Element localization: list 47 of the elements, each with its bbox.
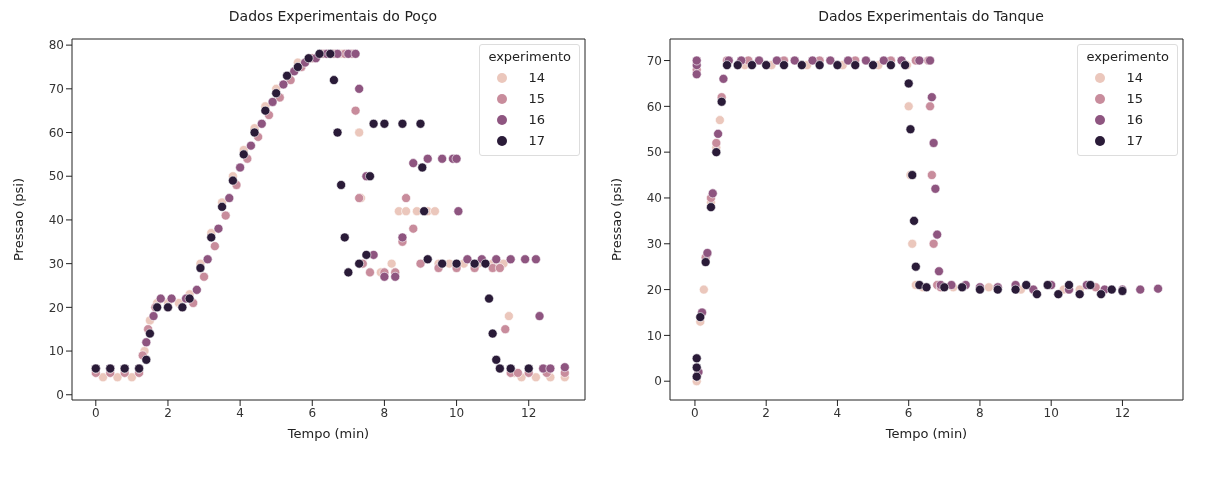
y-tick-label: 30 bbox=[48, 256, 64, 271]
y-axis-title: Pressao (psi) bbox=[608, 177, 624, 262]
x-tick-label: 4 bbox=[833, 405, 842, 420]
x-tick-label: 2 bbox=[762, 405, 771, 420]
y-tick-label: 50 bbox=[646, 145, 662, 160]
legend-label: 16 bbox=[528, 112, 545, 127]
y-tick-label: 60 bbox=[48, 125, 64, 140]
y-tick-label: 80 bbox=[48, 38, 64, 53]
y-tick-label: 40 bbox=[646, 191, 662, 206]
x-tick-label: 10 bbox=[448, 405, 465, 420]
y-tick-label: 40 bbox=[48, 213, 64, 228]
x-tick-label: 10 bbox=[1043, 405, 1059, 420]
x-tick-label: 6 bbox=[308, 405, 317, 420]
y-tick-label: 70 bbox=[646, 53, 662, 68]
chart-title: Dados Experimentais do Tanque bbox=[817, 8, 1045, 26]
y-tick-label: 20 bbox=[48, 300, 64, 315]
x-tick-label: 8 bbox=[380, 405, 389, 420]
x-tick-label: 12 bbox=[521, 405, 537, 420]
legend-label: 17 bbox=[1126, 133, 1143, 148]
y-axis-title: Pressao (psi) bbox=[10, 177, 26, 262]
x-tick-label: 0 bbox=[91, 405, 100, 420]
y-tick-label: 20 bbox=[646, 282, 662, 297]
y-tick-label: 0 bbox=[654, 374, 662, 389]
y-tick-label: 10 bbox=[48, 344, 64, 359]
x-axis-title: Tempo (min) bbox=[884, 426, 968, 441]
legend-label: 16 bbox=[1126, 112, 1143, 127]
chart-title: Dados Experimentais do Poço bbox=[227, 8, 439, 26]
y-tick-label: 50 bbox=[48, 169, 64, 184]
legend-label: 17 bbox=[528, 133, 545, 148]
legend-label: 15 bbox=[528, 91, 545, 106]
y-tick-label: 70 bbox=[48, 82, 64, 97]
y-tick-label: 10 bbox=[646, 328, 662, 343]
x-tick-label: 12 bbox=[1114, 405, 1131, 420]
y-tick-label: 0 bbox=[56, 388, 64, 403]
legend-title: experimento bbox=[488, 49, 571, 64]
x-tick-label: 8 bbox=[976, 405, 984, 420]
y-tick-label: 30 bbox=[646, 237, 662, 252]
x-axis-title: Tempo (min) bbox=[286, 426, 370, 441]
x-tick-label: 4 bbox=[236, 405, 244, 420]
legend-label: 14 bbox=[528, 70, 545, 85]
y-tick-label: 60 bbox=[646, 99, 662, 114]
legend-title: experimento bbox=[1086, 49, 1169, 64]
x-tick-label: 2 bbox=[164, 405, 172, 420]
legend-label: 15 bbox=[1126, 91, 1143, 106]
x-tick-label: 0 bbox=[691, 405, 699, 420]
legend-label: 14 bbox=[1126, 70, 1143, 85]
x-tick-label: 6 bbox=[904, 405, 913, 420]
